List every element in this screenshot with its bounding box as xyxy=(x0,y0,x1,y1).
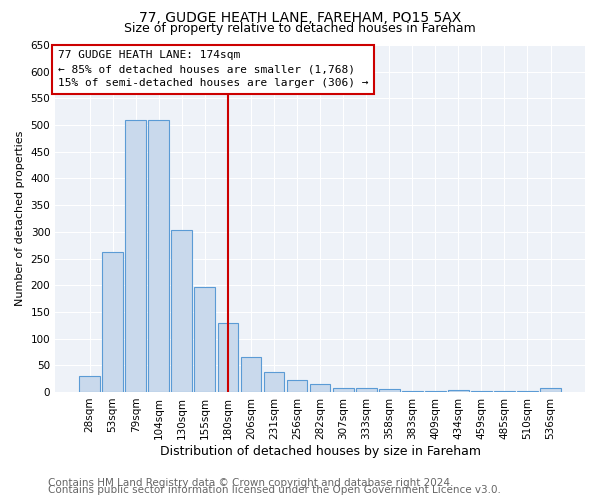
X-axis label: Distribution of detached houses by size in Fareham: Distribution of detached houses by size … xyxy=(160,444,481,458)
Bar xyxy=(125,120,146,392)
Bar xyxy=(148,120,169,392)
Text: 77 GUDGE HEATH LANE: 174sqm
← 85% of detached houses are smaller (1,768)
15% of : 77 GUDGE HEATH LANE: 174sqm ← 85% of det… xyxy=(58,50,368,88)
Text: Contains public sector information licensed under the Open Government Licence v3: Contains public sector information licen… xyxy=(48,485,501,495)
Bar xyxy=(540,388,561,392)
Bar xyxy=(79,376,100,392)
Bar xyxy=(379,390,400,392)
Text: 77, GUDGE HEATH LANE, FAREHAM, PO15 5AX: 77, GUDGE HEATH LANE, FAREHAM, PO15 5AX xyxy=(139,11,461,25)
Bar xyxy=(287,380,307,392)
Text: Size of property relative to detached houses in Fareham: Size of property relative to detached ho… xyxy=(124,22,476,35)
Bar xyxy=(356,388,377,392)
Bar xyxy=(218,322,238,392)
Bar xyxy=(172,230,192,392)
Bar xyxy=(448,390,469,392)
Y-axis label: Number of detached properties: Number of detached properties xyxy=(15,131,25,306)
Bar xyxy=(194,287,215,392)
Bar xyxy=(402,391,422,392)
Bar xyxy=(263,372,284,392)
Text: Contains HM Land Registry data © Crown copyright and database right 2024.: Contains HM Land Registry data © Crown c… xyxy=(48,478,454,488)
Bar xyxy=(241,358,262,392)
Bar xyxy=(102,252,123,392)
Bar xyxy=(333,388,353,392)
Bar xyxy=(310,384,331,392)
